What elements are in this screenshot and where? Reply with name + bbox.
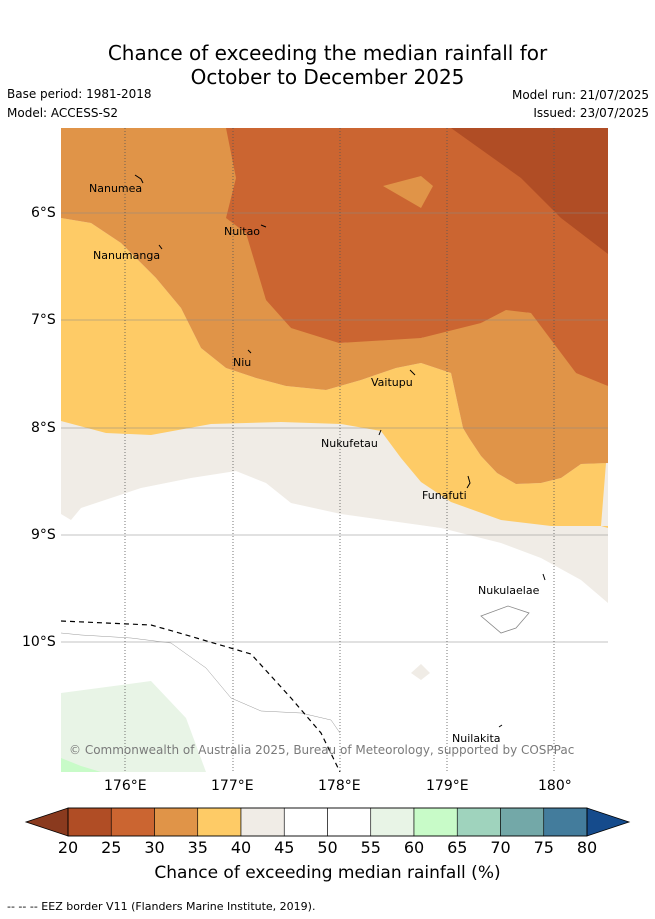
base-period: Base period: 1981-2018 [7,87,152,101]
island-markers [134,174,546,728]
lat-tick-8s: 8°S [31,420,56,436]
colorbar-cell [110,807,155,837]
zone-55-60 [61,681,206,772]
zone-25-30 [226,128,608,386]
colorbar-tick-80: 80 [576,838,598,857]
eez-legend: -- -- -- EEZ border V11 (Flanders Marine… [7,900,316,913]
lon-tick-178e: 178°E [318,778,361,794]
colorbar-tick-45: 45 [274,838,295,857]
lat-tick-7s: 7°S [31,312,56,328]
place-label-nuilakita: Nuilakita [452,732,501,745]
zone-30-35-patch [383,176,433,208]
colorbar-over-arrow [586,807,631,837]
colorbar-cell [456,807,501,837]
place-label-nanumanga: Nanumanga [93,249,160,262]
zone-40-45-islet [411,664,430,680]
colorbar-tick-25: 25 [101,838,122,857]
graticule-lon [124,128,555,772]
colorbar-cell [413,807,458,837]
colorbar-under-arrow [24,807,69,837]
colorbar-cell [327,807,372,837]
place-label-nanumea: Nanumea [89,182,142,195]
lon-tick-177e: 177°E [211,778,254,794]
colorbar-cell [197,807,242,837]
copyright-text: © Commonwealth of Australia 2025, Bureau… [69,743,574,757]
colorbar [24,807,631,837]
eez-border [61,620,341,772]
chart-title-line2: October to December 2025 [190,65,465,89]
graticule-lat [61,212,608,643]
model-name: Model: ACCESS-S2 [7,106,119,120]
colorbar-tick-30: 30 [144,838,165,857]
issued-date: Issued: 23/07/2025 [533,106,649,120]
lon-tick-176e: 176°E [104,778,147,794]
place-label-nuitao: Nuitao [224,225,260,238]
rainfall-map: Nanumea Nuitao Nanumanga Niu Vaitupu Nuk… [61,128,608,772]
colorbar-tick-60: 60 [403,838,425,857]
colorbar-cell [500,807,545,837]
zone-20-25 [451,128,608,254]
zone-35-40 [61,128,608,528]
place-label-nukufetau: Nukufetau [321,437,378,450]
colorbar-cell [154,807,199,837]
chart-title-line1: Chance of exceeding the median rainfall … [107,41,548,65]
colorbar-frame [67,807,588,837]
colorbar-tick-50: 50 [317,838,338,857]
place-label-vaitupu: Vaitupu [371,376,413,389]
colorbar-label: Chance of exceeding median rainfall (%) [154,863,501,883]
lat-tick-10s: 10°S [22,634,56,650]
colorbar-tick-70: 70 [490,838,511,857]
zone-60-65 [61,758,101,772]
lat-tick-6s: 6°S [31,205,56,221]
place-label-niu: Niu [233,356,251,369]
colorbar-tick-35: 35 [187,838,208,857]
colorbar-cell [283,807,328,837]
colorbar-tick-75: 75 [533,838,554,857]
lat-tick-9s: 9°S [31,527,56,543]
colorbar-tick-55: 55 [360,838,381,857]
island-outline-nukulaelae [480,605,530,634]
lon-tick-180: 180° [538,778,572,794]
lon-tick-179e: 179°E [426,778,469,794]
place-label-funafuti: Funafuti [422,489,467,502]
colorbar-cell [240,807,285,837]
colorbar-tick-40: 40 [230,838,252,857]
colorbar-cell [543,807,588,837]
model-run: Model run: 21/07/2025 [511,88,649,102]
contour-outline [61,632,341,734]
place-label-nukulaelae: Nukulaelae [478,584,540,597]
colorbar-cell [67,807,112,837]
colorbar-tick-20: 20 [57,838,79,857]
colorbar-cells [67,807,588,837]
colorbar-cell [370,807,415,837]
colorbar-tick-65: 65 [447,838,468,857]
